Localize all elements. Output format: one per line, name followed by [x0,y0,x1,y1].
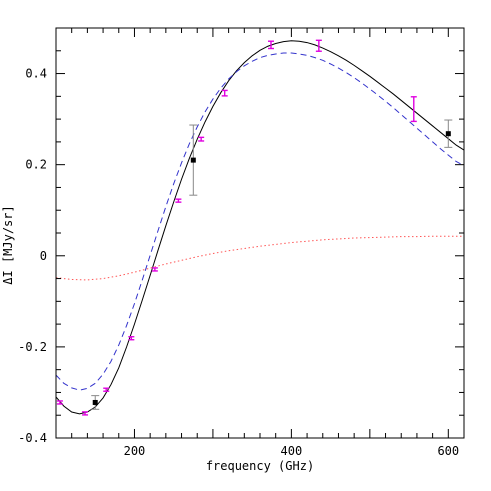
x-tick-label: 400 [281,444,303,458]
x-tick-label: 200 [124,444,146,458]
plot-frame [55,27,465,439]
x-tick-label: 600 [437,444,459,458]
black-point-marker [190,157,196,163]
points-layer [56,39,453,416]
black-data-point [444,119,453,148]
black-point-marker [445,131,451,137]
y-tick-label: -0.2 [18,340,47,354]
black-data-point [91,395,100,410]
y-tick-label: 0.4 [25,67,47,81]
series-layer [56,40,464,415]
magenta-data-point [410,96,417,123]
magenta-data-point [82,411,89,416]
magenta-data-point [315,39,322,52]
x-axis-label: frequency (GHz) [206,459,314,473]
magenta-data-point [103,387,110,392]
magenta-data-point [198,136,205,142]
black-data-point [189,124,198,196]
axes-layer: 200 400 600 -0.4 -0.2 0 0.2 0.4 [18,27,465,458]
magenta-data-point [221,89,228,97]
magenta-data-point [128,336,135,341]
black-point-marker [92,399,98,405]
y-tick-label: 0.2 [25,158,47,172]
y-axis-label: ΔI [MJy/sr] [1,205,15,284]
magenta-data-point [267,40,274,50]
magenta-data-point [175,198,182,203]
magenta-data-point [151,267,158,272]
y-tick-label: -0.4 [18,431,47,445]
series-line-dashed [56,52,464,391]
series-line-dotted [56,235,464,281]
magenta-data-point [56,400,63,405]
y-tick-label: 0 [40,249,47,263]
series-line-solid [56,40,464,415]
